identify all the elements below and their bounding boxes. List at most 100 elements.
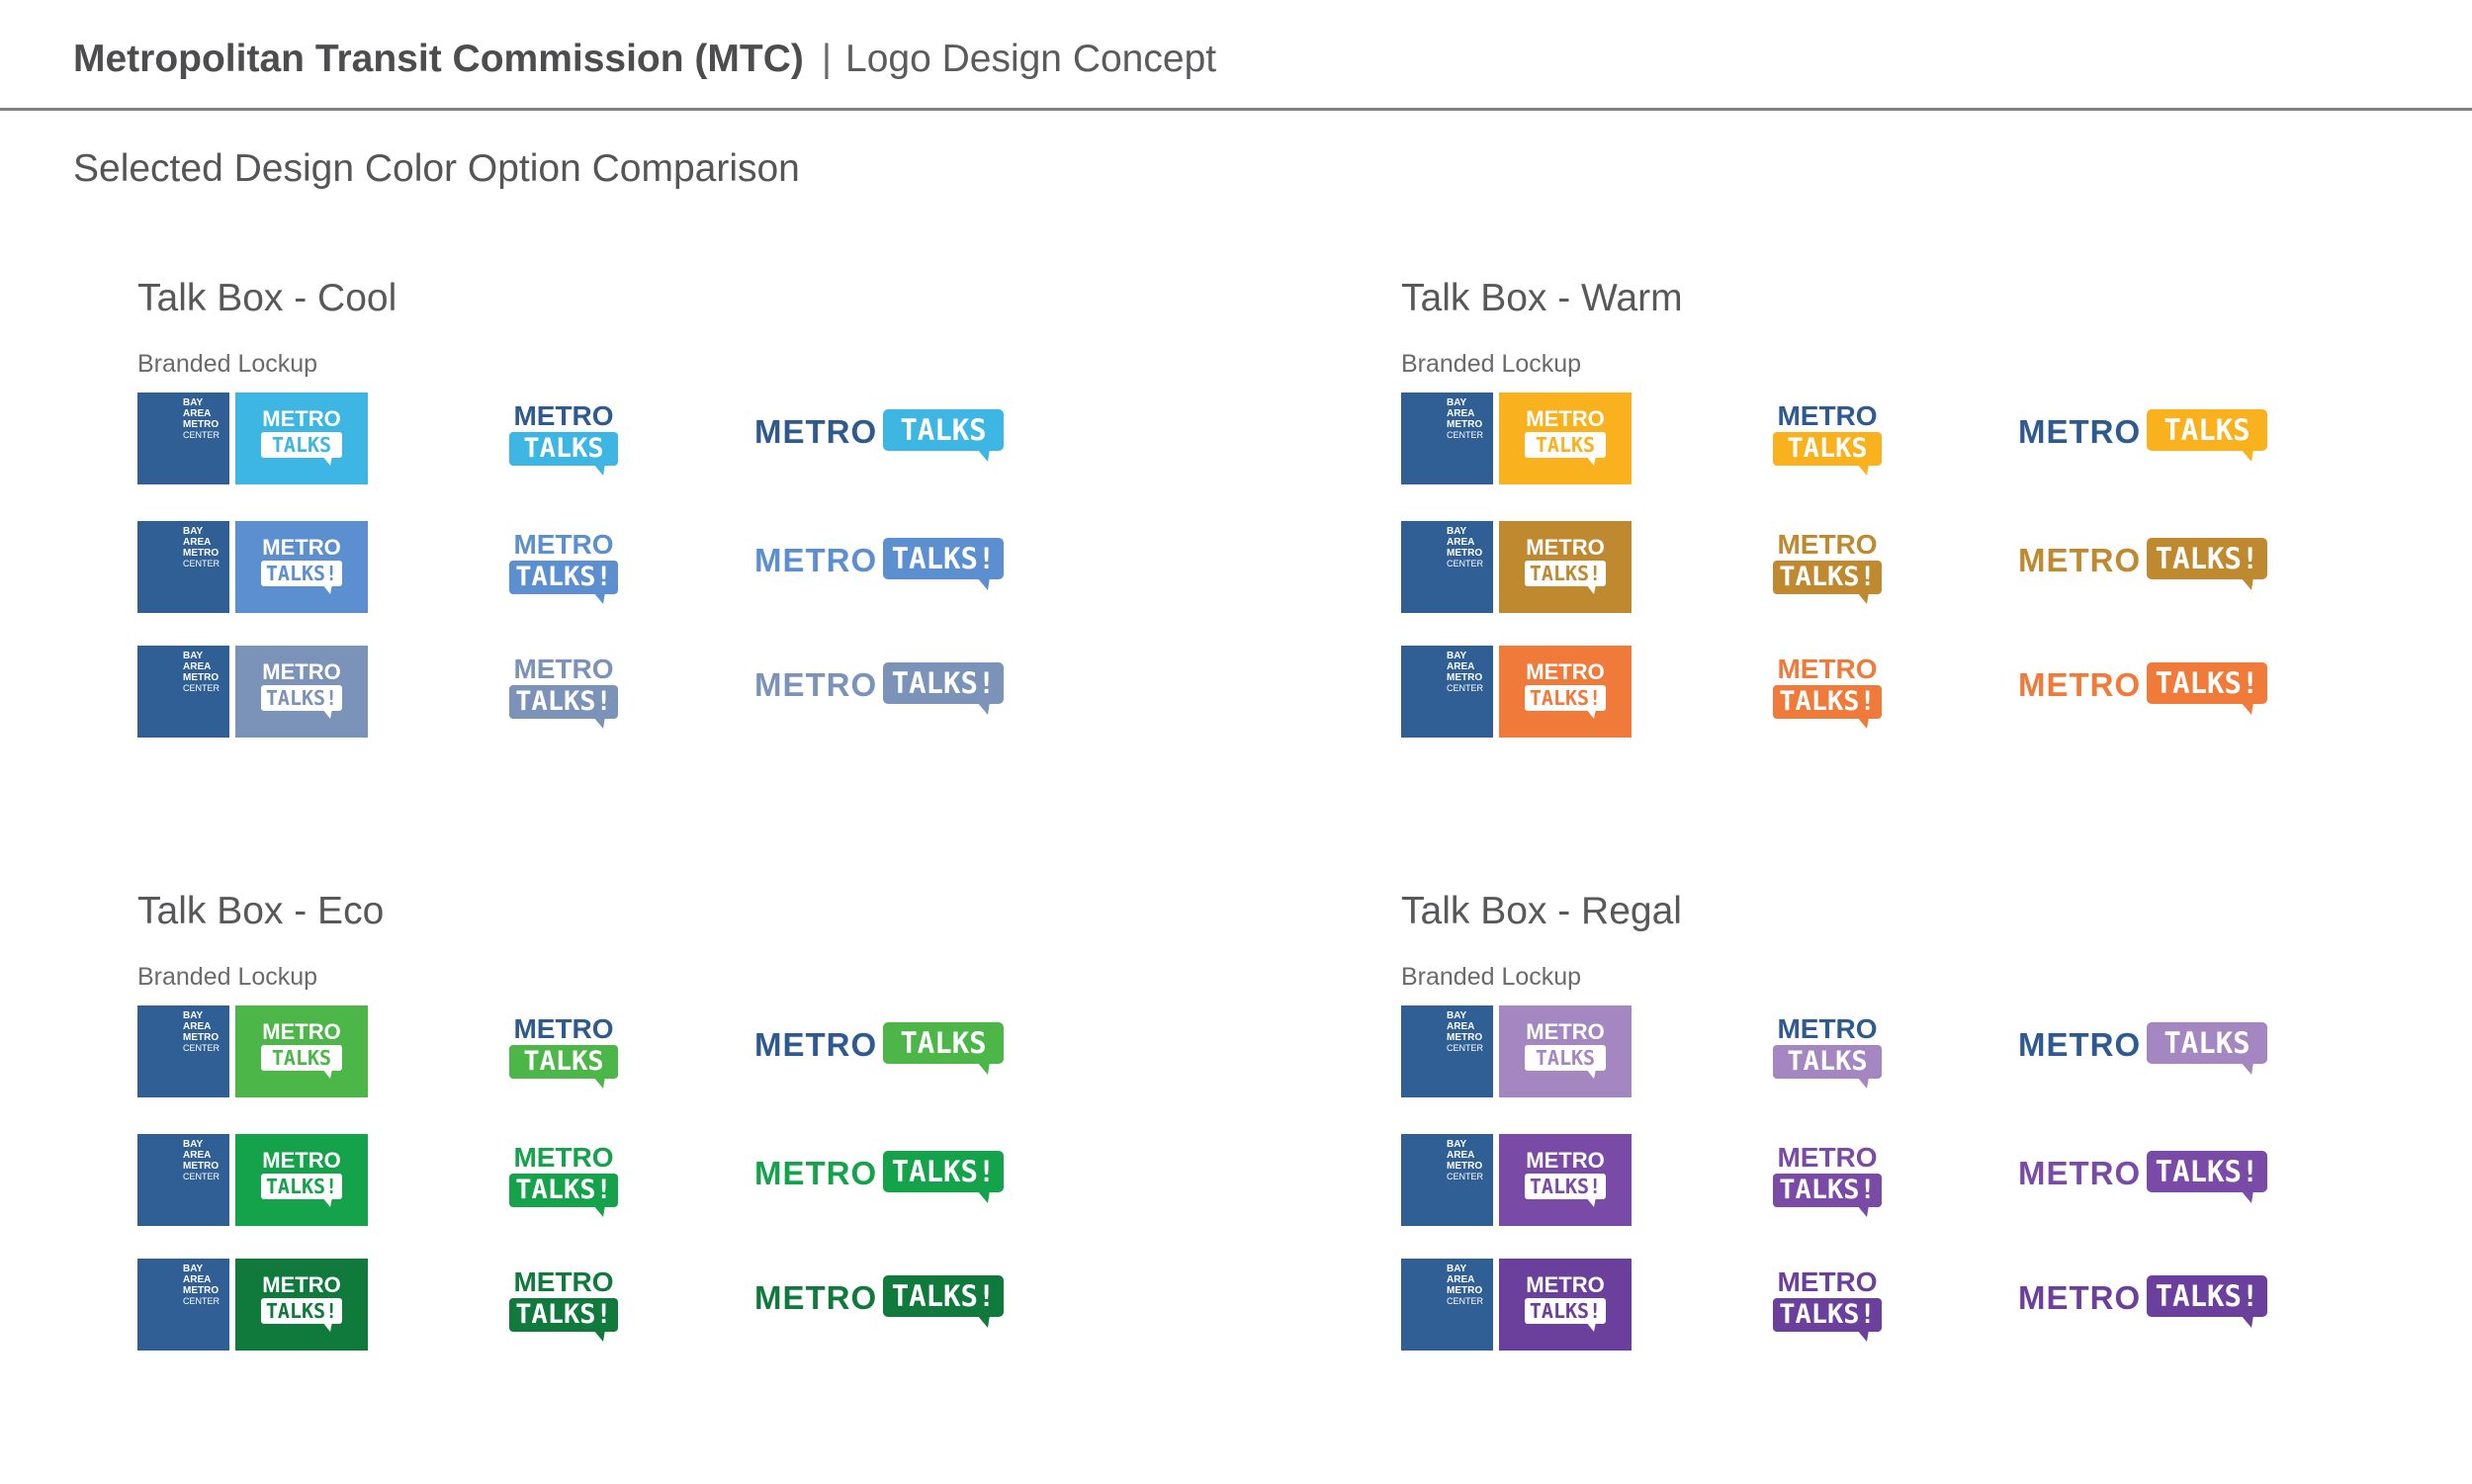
speech-bubble-tail xyxy=(977,1062,990,1075)
organization-name: Metropolitan Transit Commission (MTC) xyxy=(73,38,804,80)
branded-lockup-tile: METRO TALKS! xyxy=(1499,1134,1632,1226)
stacked-logo: METRO TALKS! xyxy=(1773,655,1882,735)
color-option-cool: Talk Box - Cool Branded Lockup BAY AREA METR… xyxy=(137,274,1126,788)
speech-bubble-tail xyxy=(593,1077,605,1089)
lockup-metro-text: METRO xyxy=(262,1272,341,1297)
speech-bubble-tail xyxy=(977,577,990,590)
speech-bubble-tail xyxy=(322,709,332,719)
lockup-mark-text: BAY xyxy=(1447,526,1467,537)
lockup-mark-text: AREA xyxy=(1447,1150,1475,1161)
option-subtitle: Branded Lockup xyxy=(1401,963,1582,991)
speech-bubble-tail xyxy=(322,456,332,466)
horizontal-logo: METRO TALKS! xyxy=(754,533,1012,592)
speech-bubble-tail xyxy=(977,449,990,462)
lockup-mark-text: AREA xyxy=(183,537,212,548)
horizontal-metro-text: METRO xyxy=(2018,1155,2142,1191)
stacked-logo: METRO TALKS! xyxy=(1773,1144,1882,1223)
lockup-mark-text: METRO xyxy=(1447,548,1483,559)
lockup-mark-text: BAY xyxy=(183,651,204,661)
lockup-talks-bubble: TALKS xyxy=(1525,432,1606,458)
lockup-mark-text: AREA xyxy=(183,1150,212,1161)
horizontal-logo: METRO TALKS xyxy=(754,404,1012,464)
bay-area-metro-center-mark: BAY AREA METRO CENTER xyxy=(1401,1134,1493,1226)
speech-bubble-tail xyxy=(1586,1197,1596,1207)
bay-area-metro-center-mark: BAY AREA METRO CENTER xyxy=(1401,393,1493,484)
stacked-talks-bubble: TALKS! xyxy=(1773,1298,1882,1332)
horizontal-metro-text: METRO xyxy=(2018,542,2142,578)
speech-bubble-tail xyxy=(1857,1205,1869,1217)
lockup-talks-bubble: TALKS! xyxy=(1525,561,1606,586)
bay-area-metro-center-mark: BAY AREA METRO CENTER xyxy=(1401,1005,1493,1097)
speech-bubble-tail xyxy=(593,717,605,729)
horizontal-logo: METRO TALKS xyxy=(754,1017,1012,1077)
branded-lockup-tile: METRO TALKS xyxy=(1499,393,1632,484)
lockup-mark-text: BAY xyxy=(183,397,204,408)
lockup-metro-text: METRO xyxy=(1526,1148,1605,1173)
lockup-mark-text: CENTER xyxy=(1447,1043,1484,1053)
branded-lockup-tile: METRO TALKS! xyxy=(1499,646,1632,738)
lockup-mark-text: AREA xyxy=(1447,408,1475,419)
lockup-metro-text: METRO xyxy=(1526,406,1605,431)
stacked-metro-text: METRO xyxy=(513,529,614,560)
header-separator: | xyxy=(821,38,832,80)
bay-area-metro-center-mark: BAY AREA METRO CENTER xyxy=(137,521,229,613)
lockup-mark-text: CENTER xyxy=(183,559,221,568)
speech-bubble-tail xyxy=(1857,464,1869,476)
stacked-logo: METRO TALKS xyxy=(1773,1015,1882,1094)
branded-lockup-tile: METRO TALKS! xyxy=(235,1259,368,1351)
lockup-metro-text: METRO xyxy=(1526,1019,1605,1044)
branded-lockup-tile: METRO TALKS! xyxy=(1499,521,1632,613)
bay-area-metro-center-mark: BAY AREA METRO CENTER xyxy=(1401,521,1493,613)
option-subtitle: Branded Lockup xyxy=(1401,350,1582,378)
lockup-mark-text: BAY xyxy=(1447,651,1467,661)
speech-bubble-tail xyxy=(322,584,332,594)
speech-bubble-tail xyxy=(322,1197,332,1207)
speech-bubble-tail xyxy=(2241,449,2253,462)
horizontal-logo: METRO TALKS xyxy=(2018,1017,2275,1077)
horizontal-talks-bubble: TALKS! xyxy=(883,538,1004,579)
logo-variant-row: BAY AREA METRO CENTER METRO TALKS METRO TALKS ME… xyxy=(137,393,1126,484)
speech-bubble-tail xyxy=(1857,1330,1869,1342)
lockup-mark-text: METRO xyxy=(1447,672,1483,683)
lockup-metro-text: METRO xyxy=(262,1148,341,1173)
bay-area-metro-center-mark: BAY AREA METRO CENTER xyxy=(1401,1259,1493,1351)
lockup-talks-bubble: TALKS! xyxy=(1525,1174,1606,1199)
lockup-mark-text: METRO xyxy=(183,419,220,430)
lockup-mark-text: AREA xyxy=(1447,1274,1475,1285)
horizontal-metro-text: METRO xyxy=(754,542,878,578)
option-title: Talk Box - Eco xyxy=(137,890,385,932)
logo-variant-row: BAY AREA METRO CENTER METRO TALKS METRO TALKS ME… xyxy=(1401,393,2390,484)
lockup-mark-text: BAY xyxy=(1447,1264,1467,1274)
stacked-metro-text: METRO xyxy=(1777,1266,1878,1297)
option-subtitle: Branded Lockup xyxy=(137,963,318,991)
speech-bubble-tail xyxy=(2241,1062,2253,1075)
stacked-logo: METRO TALKS xyxy=(509,1015,618,1094)
horizontal-talks-bubble: TALKS! xyxy=(2147,1275,2267,1317)
stacked-talks-bubble: TALKS! xyxy=(509,685,618,719)
lockup-mark-text: CENTER xyxy=(1447,559,1484,568)
stacked-metro-text: METRO xyxy=(513,654,614,684)
horizontal-metro-text: METRO xyxy=(2018,666,2142,703)
branded-lockup-tile: METRO TALKS xyxy=(235,1005,368,1097)
stacked-logo: METRO TALKS! xyxy=(509,1268,618,1348)
speech-bubble-tail xyxy=(322,1322,332,1332)
lockup-mark-text: METRO xyxy=(183,1161,220,1172)
speech-bubble-tail xyxy=(1857,592,1869,604)
stacked-logo: METRO TALKS xyxy=(509,402,618,481)
horizontal-logo: METRO TALKS! xyxy=(754,657,1012,717)
logo-variant-row: BAY AREA METRO CENTER METRO TALKS! METRO TALKS!… xyxy=(137,646,1126,738)
stacked-metro-text: METRO xyxy=(1777,529,1878,560)
stacked-metro-text: METRO xyxy=(1777,654,1878,684)
lockup-mark-text: BAY xyxy=(183,526,204,537)
section-title: Selected Design Color Option Comparison xyxy=(73,147,800,190)
branded-lockup-tile: METRO TALKS! xyxy=(235,646,368,738)
color-option-eco: Talk Box - Eco Branded Lockup BAY AREA METRO… xyxy=(137,887,1126,1401)
lockup-mark-text: CENTER xyxy=(1447,683,1484,693)
stacked-talks-bubble: TALKS! xyxy=(1773,685,1882,719)
lockup-mark-text: CENTER xyxy=(183,683,221,693)
branded-lockup-tile: METRO TALKS xyxy=(1499,1005,1632,1097)
logo-variant-row: BAY AREA METRO CENTER METRO TALKS METRO TALKS ME… xyxy=(137,1005,1126,1097)
lockup-mark-text: AREA xyxy=(1447,537,1475,548)
speech-bubble-tail xyxy=(593,464,605,476)
logo-variant-row: BAY AREA METRO CENTER METRO TALKS! METRO TALKS!… xyxy=(1401,1134,2390,1226)
